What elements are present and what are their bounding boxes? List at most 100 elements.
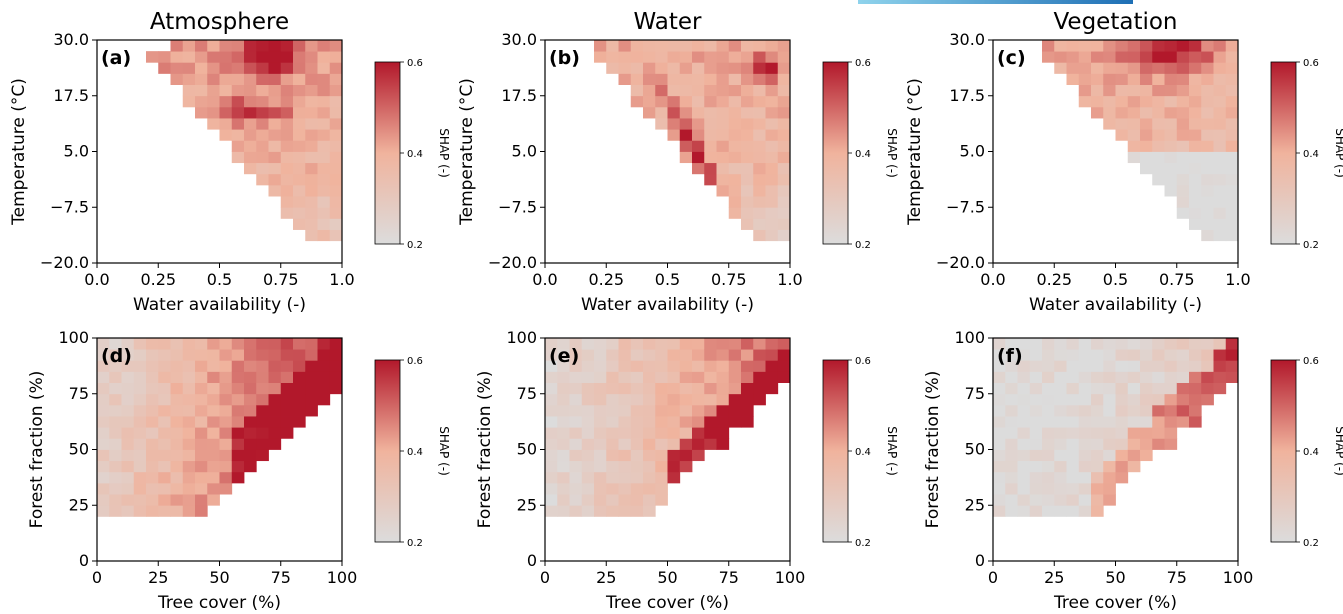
heatmap-cell [244, 106, 257, 119]
heatmap-cell [679, 118, 693, 130]
heatmap-cell [305, 162, 318, 175]
heatmap-cell [1115, 95, 1129, 108]
heatmap-cell [569, 371, 583, 383]
heatmap-cell [1164, 338, 1178, 350]
x-tick-label: 25 [1044, 568, 1064, 587]
heatmap-cell [569, 482, 583, 495]
heatmap-cell [244, 62, 257, 74]
heatmap-cell [1164, 404, 1178, 417]
heatmap-cell [109, 482, 122, 495]
heatmap-cell [545, 427, 558, 439]
heatmap-cell [569, 349, 583, 361]
heatmap-cell [655, 95, 668, 108]
heatmap-cell [256, 95, 269, 108]
heatmap-cell [1054, 427, 1067, 439]
heatmap-cell [1201, 173, 1214, 186]
heatmap-cell [280, 196, 294, 208]
heatmap-cell [679, 416, 693, 428]
heatmap-cell [716, 371, 730, 383]
heatmap-cell [256, 382, 269, 395]
heatmap-cell [618, 73, 632, 85]
heatmap-cell [1078, 438, 1092, 450]
heatmap-cell [667, 471, 681, 484]
heatmap-cell [1201, 184, 1214, 197]
heatmap-cell [182, 349, 196, 361]
heatmap-cell [195, 393, 208, 406]
heatmap-cell [195, 427, 208, 439]
heatmap-cell [305, 184, 318, 197]
heatmap-cell [1189, 416, 1202, 428]
heatmap-cell [1201, 95, 1214, 108]
colorbar [822, 61, 849, 245]
heatmap-cell [268, 416, 282, 428]
heatmap-cell [1152, 140, 1165, 152]
heatmap-cell [195, 84, 208, 97]
heatmap-cell [1176, 173, 1190, 186]
heatmap-cell [305, 404, 318, 417]
heatmap-cell [1042, 40, 1055, 52]
heatmap-cell [1164, 184, 1178, 197]
heatmap-cell [545, 460, 558, 473]
heatmap-cell [280, 95, 294, 108]
heatmap-cell [1078, 371, 1092, 383]
heatmap-cell [182, 438, 196, 450]
heatmap-cell [716, 84, 730, 97]
heatmap-cell [219, 460, 233, 473]
heatmap-cell [777, 196, 791, 208]
heatmap-cell [569, 338, 583, 350]
heatmap-cell [679, 393, 693, 406]
heatmap-cell [594, 382, 607, 395]
colorbar-tick-label: 0.6 [1303, 58, 1319, 69]
heatmap-cell [1164, 62, 1178, 74]
heatmap-cell [293, 404, 306, 417]
heatmap-cell [1017, 416, 1031, 428]
heatmap-cell [244, 404, 257, 417]
heatmap-cell [182, 427, 196, 439]
heatmap-cell [765, 95, 779, 108]
heatmap-cell [1103, 73, 1116, 85]
heatmap-cell [317, 229, 331, 242]
heatmap-cell [557, 404, 570, 417]
heatmap-cell [569, 360, 583, 372]
heatmap-cell [170, 449, 184, 462]
heatmap-cell [728, 140, 742, 152]
heatmap-cell [207, 73, 220, 85]
heatmap-cell [716, 118, 730, 130]
heatmap-cell [1042, 471, 1055, 484]
heatmap-cell [329, 162, 343, 175]
heatmap-cell [643, 427, 656, 439]
heatmap-cell [133, 482, 147, 495]
heatmap-cell [329, 62, 343, 74]
heatmap-cell [753, 173, 766, 186]
heatmap-cell [195, 404, 208, 417]
heatmap-cell [1066, 471, 1080, 484]
heatmap-cell [1152, 438, 1165, 450]
heatmap-cell [268, 73, 282, 85]
heatmap-cell [1091, 349, 1104, 361]
heatmap-cell [1054, 460, 1067, 473]
heatmap-cell [1091, 393, 1104, 406]
heatmap-cell [133, 393, 147, 406]
heatmap-cell [1042, 449, 1055, 462]
colorbar-tick-label: 0.6 [855, 356, 871, 367]
panel-title: Vegetation [1053, 9, 1177, 35]
heatmap-cell [1017, 371, 1031, 383]
heatmap-cell [728, 184, 742, 197]
heatmap-cell [777, 140, 791, 152]
heatmap-cell [1005, 382, 1018, 395]
heatmap-cell [679, 40, 693, 52]
heatmap-cell [195, 371, 208, 383]
heatmap-cell [329, 184, 343, 197]
y-axis-label: Temperature (°C) [905, 78, 925, 226]
colorbar [374, 61, 401, 245]
heatmap-cell [231, 416, 245, 428]
heatmap-cell [557, 416, 570, 428]
heatmap-cell [244, 40, 257, 52]
heatmap-cell [1201, 360, 1214, 372]
heatmap-cell [158, 62, 171, 74]
heatmap-cell [692, 338, 705, 350]
heatmap-cell [1091, 460, 1104, 473]
heatmap-cell [146, 471, 159, 484]
heatmap-cell [1078, 482, 1092, 495]
heatmap-cell [753, 382, 766, 395]
